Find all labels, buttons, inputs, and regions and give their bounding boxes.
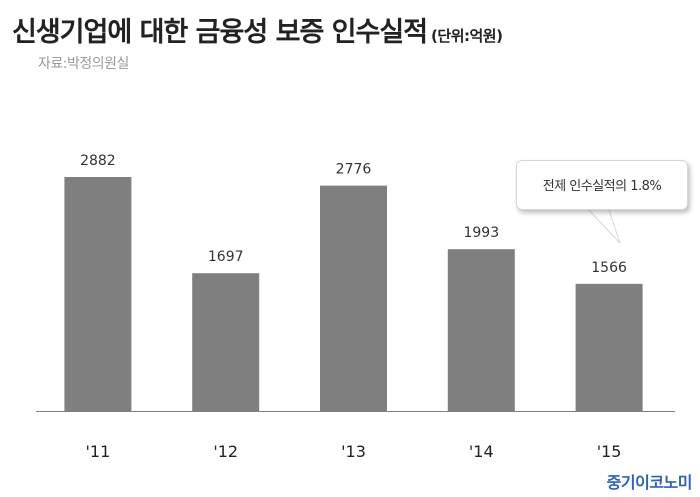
x-tick-label-1: '12 (213, 442, 238, 461)
source-label: 자료:박정의원실 (38, 56, 129, 72)
data-label-2: 2776 (336, 162, 372, 178)
callout-tail (586, 207, 621, 244)
brand-logo: 중기이코노미 (606, 473, 693, 492)
callout-text: 전제 인수실적의 1.8% (542, 179, 662, 194)
unit-label: (단위:억원) (431, 27, 503, 45)
data-label-0: 2882 (80, 153, 116, 169)
bar-4 (575, 283, 643, 411)
chart-title: 신생기업에 대한 금융성 보증 인수실적 (12, 17, 428, 48)
data-label-1: 1697 (208, 249, 244, 265)
x-tick-label-3: '14 (469, 442, 494, 461)
x-tick-label-0: '11 (86, 442, 111, 461)
data-label-3: 1993 (463, 225, 499, 241)
data-label-4: 1566 (591, 260, 627, 276)
bar-3 (447, 249, 515, 411)
bar-1 (192, 273, 260, 411)
x-tick-label-2: '13 (341, 442, 366, 461)
x-tick-label-4: '15 (597, 442, 622, 461)
bar-2 (320, 185, 387, 411)
bar-0 (64, 177, 132, 411)
title-row: 신생기업에 대한 금융성 보증 인수실적 (단위:억원) (12, 10, 503, 49)
callout-bubble: 전제 인수실적의 1.8% (516, 160, 688, 210)
